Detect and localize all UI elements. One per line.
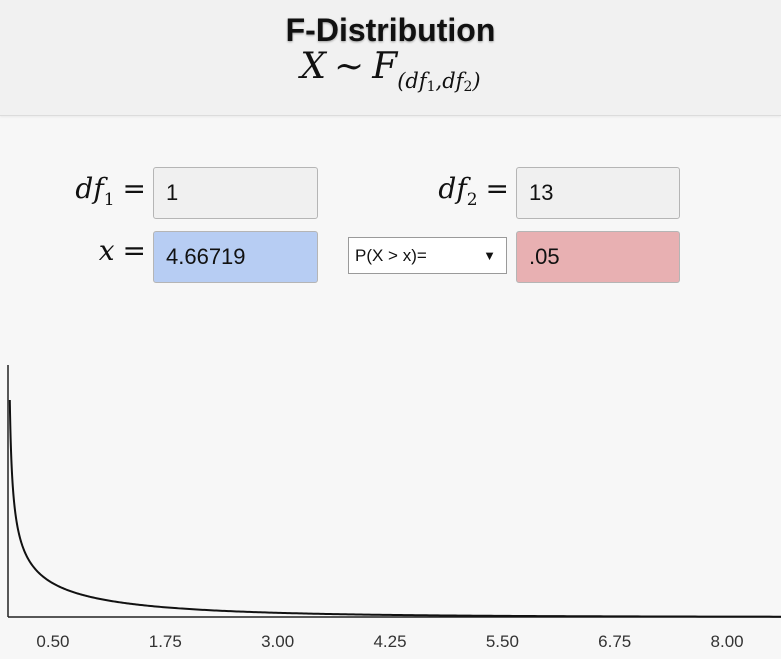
header: F-Distribution X ∼ F(df1,df2) (0, 0, 781, 116)
x-tick-label: 6.75 (598, 632, 631, 651)
x-tick-label: 1.75 (149, 632, 182, 651)
x-input[interactable]: 4.66719 (153, 231, 318, 283)
density-chart: 0.50 1.75 3.00 4.25 5.50 6.75 8.00 (7, 365, 781, 651)
formula-paren-close: ) (472, 69, 481, 93)
df2-label-text: df (438, 172, 467, 205)
probability-type-value: P(X > x)= (355, 246, 427, 265)
formula-sim: ∼ (334, 46, 365, 87)
x-tick-label: 0.50 (36, 632, 69, 651)
x-tick-label: 8.00 (711, 632, 744, 651)
formula-comma: , (435, 69, 443, 93)
chevron-down-icon: ▼ (483, 248, 496, 263)
formula-df2: df (442, 69, 464, 93)
x-tick-label: 4.25 (373, 632, 406, 651)
x-label-eq: = (122, 234, 146, 267)
page-title: F-Distribution (285, 12, 496, 48)
df1-label: df1 = (20, 172, 146, 210)
distribution-formula: X ∼ F(df1,df2) (0, 46, 781, 95)
probability-input[interactable]: .05 (516, 231, 680, 283)
df1-input[interactable]: 1 (153, 167, 318, 219)
probability-type-select[interactable]: P(X > x)= ▼ (348, 237, 507, 274)
df1-label-eq: = (122, 172, 146, 205)
formula-df1: df (405, 69, 427, 93)
x-label: x = (60, 234, 146, 267)
x-label-text: x (98, 234, 115, 267)
x-tick-label: 3.00 (261, 632, 294, 651)
df1-label-text: df (75, 172, 104, 205)
formula-df2-sub: 2 (463, 79, 473, 95)
formula-df1-sub: 1 (426, 79, 436, 95)
x-tick-label: 5.50 (486, 632, 519, 651)
df2-input[interactable]: 13 (516, 167, 680, 219)
formula-f: F (372, 46, 398, 87)
df2-label: df2 = (380, 172, 509, 210)
df2-label-eq: = (485, 172, 509, 205)
formula-subscript: (df1,df2) (397, 69, 481, 95)
formula-x: X (300, 46, 327, 87)
df2-label-sub: 2 (466, 190, 478, 210)
x-tick-labels: 0.50 1.75 3.00 4.25 5.50 6.75 8.00 (36, 632, 743, 651)
formula-paren-open: ( (397, 69, 406, 93)
density-curve (8, 400, 781, 618)
df1-label-sub: 1 (103, 190, 115, 210)
